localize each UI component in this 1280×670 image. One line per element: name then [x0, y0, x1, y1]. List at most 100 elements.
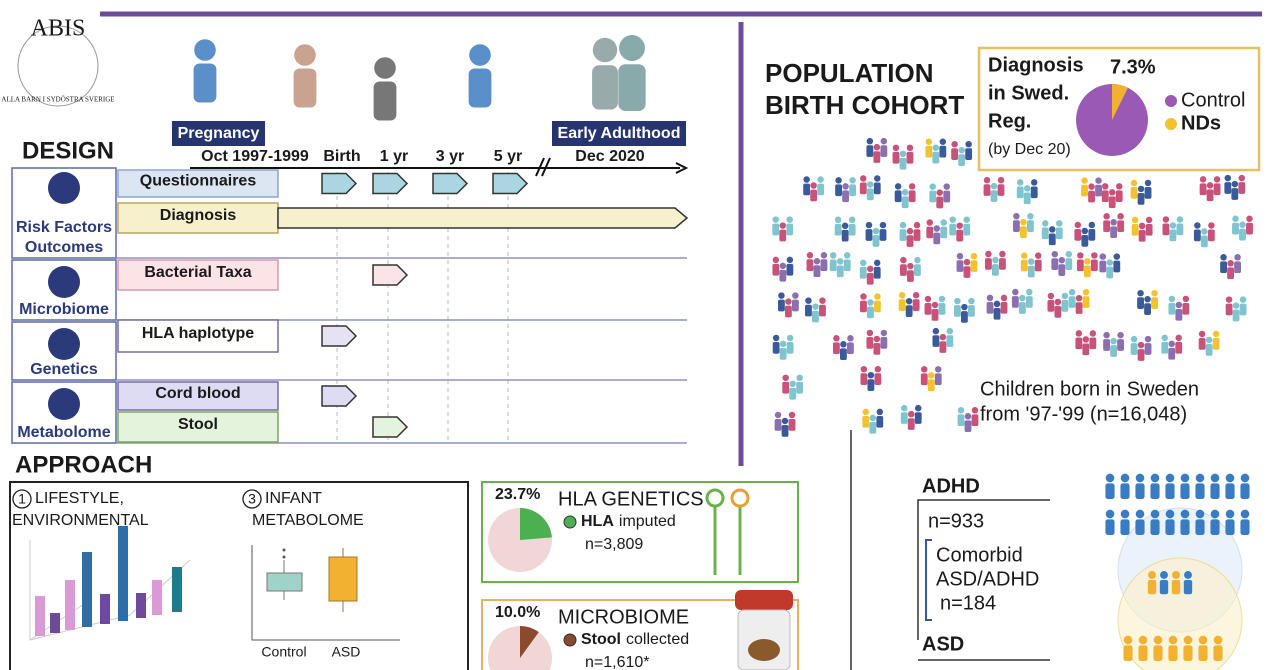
crowd-person [876, 408, 884, 416]
crowd-person [951, 140, 958, 148]
crowd-person [1200, 235, 1208, 248]
crowd-person [860, 365, 868, 373]
crowd-person [829, 252, 837, 259]
crowd-person [779, 348, 787, 360]
crowd-person [860, 300, 867, 313]
crowd-person [964, 413, 972, 420]
adhd-person [1120, 509, 1130, 519]
item-box [117, 259, 279, 291]
crowd-person [1082, 288, 1090, 296]
crowd-person [781, 417, 789, 425]
crowd-person [781, 425, 789, 437]
crowd-person [876, 415, 884, 428]
crowd-person [1225, 303, 1233, 316]
crowd-person [1182, 295, 1190, 303]
adhd-person [1135, 509, 1145, 519]
adhd-person [1195, 473, 1205, 483]
crowd-person [865, 229, 873, 241]
crowd-person [869, 414, 877, 422]
crowd-person [1026, 220, 1034, 232]
crowd-person [847, 335, 854, 342]
legend-swatch [1165, 95, 1177, 107]
crowd-person [899, 229, 907, 241]
crowd-person [865, 221, 873, 229]
bracket [917, 499, 1050, 640]
adhd-person [1180, 519, 1190, 535]
crowd-person [1234, 261, 1241, 274]
adhd-person [1165, 519, 1175, 535]
crowd-person [782, 381, 790, 394]
share-label: 10.0% [495, 604, 540, 621]
crowd-person [892, 144, 900, 152]
crowd-person [873, 343, 881, 355]
adhd-person [1105, 483, 1115, 499]
crowd-person [956, 229, 964, 242]
crowd-person [913, 229, 921, 241]
crowd-person [873, 266, 881, 279]
timeline-break [535, 157, 551, 177]
hla-icon [705, 488, 725, 508]
crowd-person [803, 183, 811, 196]
crowd-person [993, 307, 1001, 320]
crowd-person [1016, 186, 1024, 199]
crowd-person [805, 297, 812, 304]
item-label: Diagnosis [160, 207, 237, 224]
crowd-person [880, 329, 888, 337]
crowd-person [1151, 289, 1158, 297]
adhd-person [1105, 473, 1115, 483]
comorbid-bracket [925, 539, 932, 621]
comorbid-person [1160, 571, 1168, 579]
crowd-person [901, 196, 909, 209]
crowd-person [900, 256, 907, 264]
step-title: LIFESTYLE, [35, 490, 124, 507]
asd-person [1138, 635, 1148, 645]
crowd-person [867, 181, 874, 188]
adhd-person [1210, 473, 1220, 483]
crowd-person [932, 144, 940, 152]
crowd-person [774, 419, 782, 431]
jar-lid [735, 590, 793, 610]
caption: Children born in Sweden [980, 378, 1199, 400]
crowd-person [842, 183, 849, 190]
crowd-person [1227, 260, 1234, 267]
crowd-person [1224, 182, 1232, 194]
person-icon [619, 35, 645, 61]
adhd-person [1240, 483, 1250, 499]
crowd-person [833, 335, 840, 342]
crowd-person [1220, 254, 1227, 261]
crowd-person [1081, 184, 1088, 197]
comorbid-person [1147, 579, 1157, 595]
crowd-person [999, 250, 1006, 258]
crowd-person [991, 264, 999, 276]
crowd-person [943, 183, 950, 190]
section-title: APPROACH [15, 451, 152, 478]
crowd-person [958, 154, 966, 166]
asd-person [1168, 645, 1178, 661]
crowd-person [1168, 347, 1176, 360]
crowd-person [867, 306, 874, 319]
adhd-person [1225, 509, 1235, 519]
adhd-person [1105, 509, 1115, 519]
crowd-person [846, 342, 854, 355]
crowd-person [1103, 213, 1110, 220]
crowd-person [932, 327, 940, 335]
crowd-person [1110, 345, 1118, 357]
time-point [321, 172, 358, 195]
asd-person [1183, 645, 1193, 661]
crowd-person [813, 257, 821, 265]
panel-detail: imputed [619, 513, 676, 530]
crowd-person [866, 137, 874, 145]
crowd-person [1220, 261, 1227, 274]
crowd-person [1176, 216, 1184, 223]
crowd-person [1131, 223, 1139, 236]
crowd-person [925, 145, 933, 158]
crowd-person [866, 188, 874, 201]
crowd-person [949, 216, 956, 223]
crowd-person [849, 177, 856, 184]
crowd-person [900, 412, 908, 424]
crowd-person [935, 366, 942, 373]
crowd-person [1088, 228, 1096, 241]
crowd-person [812, 310, 819, 323]
crowd-person [984, 258, 992, 270]
crowd-person [940, 226, 948, 239]
